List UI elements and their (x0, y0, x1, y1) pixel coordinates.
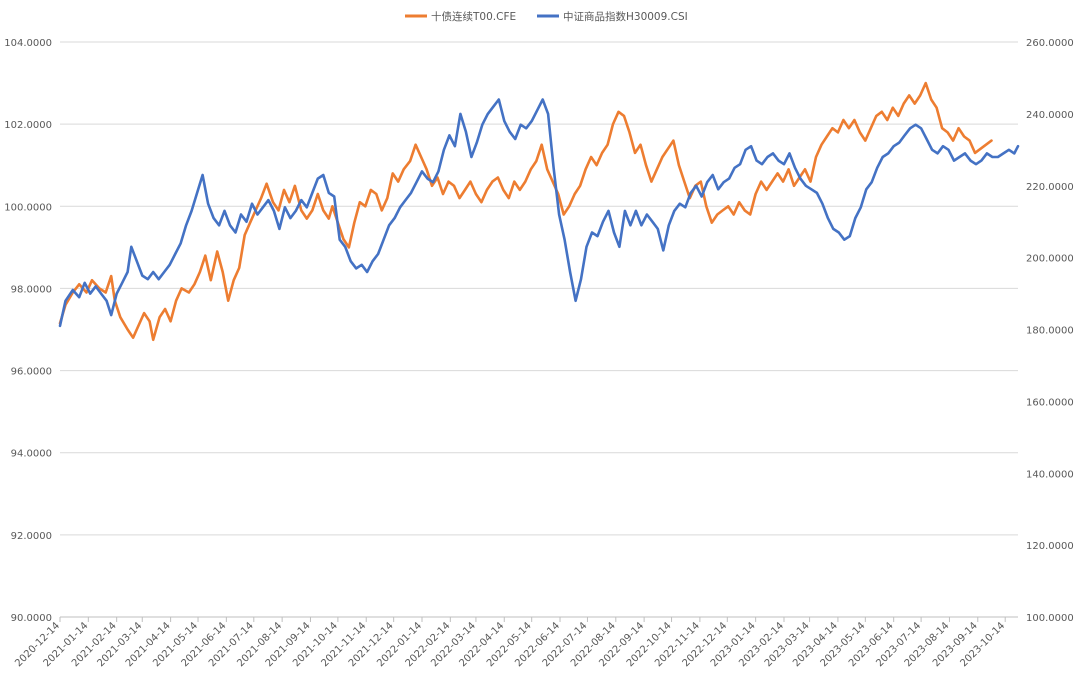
legend: 十债连续T00.CFE 中证商品指数H30009.CSI (405, 10, 688, 23)
y-right-tick-label: 140.0000 (1026, 469, 1074, 480)
gridlines (60, 41, 1018, 618)
legend-label-t00: 十债连续T00.CFE (431, 10, 516, 23)
left-y-axis-labels: 90.0000 92.0000 94.0000 96.0000 98.0000 100.0… (4, 38, 52, 624)
y-left-tick-label: 90.0000 (11, 613, 52, 624)
y-left-tick-label: 94.0000 (11, 449, 52, 460)
y-right-tick-label: 120.0000 (1026, 541, 1074, 552)
y-right-tick-label: 180.0000 (1026, 326, 1074, 337)
y-right-tick-label: 200.0000 (1026, 254, 1074, 265)
y-left-tick-label: 92.0000 (11, 531, 52, 542)
x-axis: 2020-12-142021-01-142021-02-142021-03-14… (13, 616, 1018, 669)
y-right-tick-label: 260.0000 (1026, 38, 1074, 49)
y-right-tick-label: 160.0000 (1026, 397, 1074, 408)
y-left-tick-label: 102.0000 (4, 120, 52, 131)
y-left-tick-label: 100.0000 (4, 202, 52, 213)
y-right-tick-label: 220.0000 (1026, 182, 1074, 193)
series-line-h30009 (58, 98, 1020, 328)
y-right-tick-label: 240.0000 (1026, 110, 1074, 121)
series-line-t00 (58, 81, 993, 342)
legend-label-h30009: 中证商品指数H30009.CSI (563, 10, 688, 23)
y-left-tick-label: 98.0000 (11, 284, 52, 295)
series-lines (58, 81, 1020, 342)
y-right-tick-label: 100.0000 (1026, 613, 1074, 624)
right-y-axis-labels: 100.0000 120.0000 140.0000 160.0000 180.0000… (1026, 38, 1074, 624)
y-left-tick-label: 96.0000 (11, 367, 52, 378)
y-left-tick-label: 104.0000 (4, 38, 52, 49)
